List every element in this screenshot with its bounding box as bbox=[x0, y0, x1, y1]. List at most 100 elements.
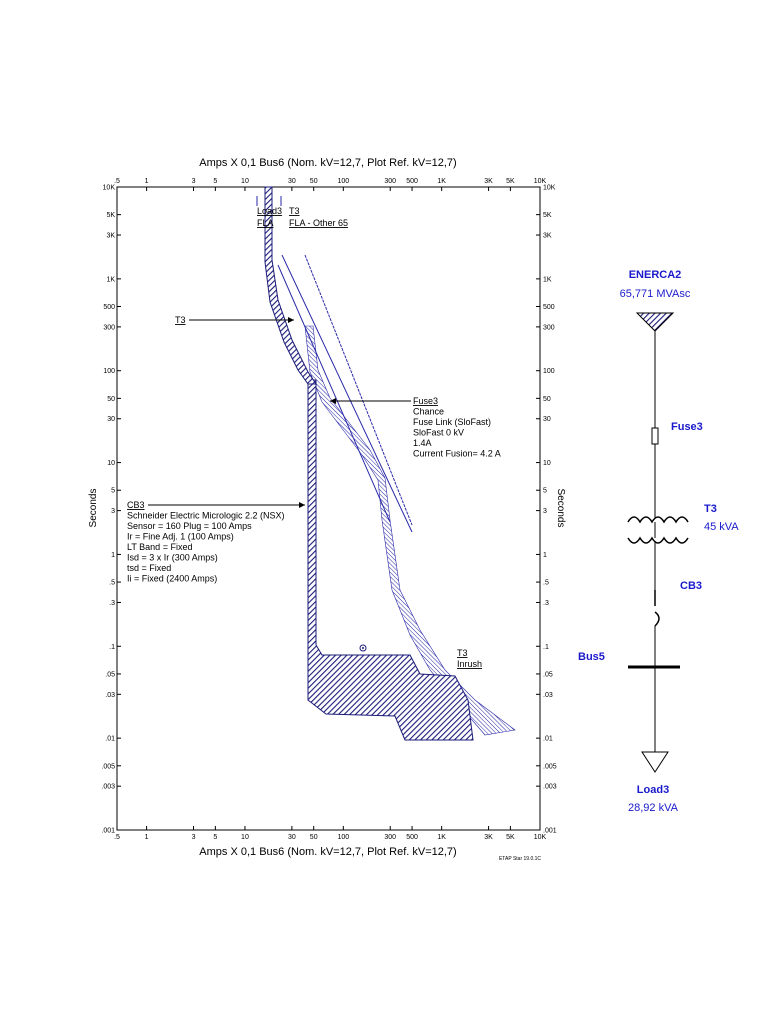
annotation-line: Isd = 3 x Ir (300 Amps) bbox=[127, 553, 218, 563]
x-tick-label: 10K bbox=[534, 834, 547, 841]
x-tick-label: 50 bbox=[310, 834, 318, 841]
y-tick-label: 100 bbox=[543, 368, 555, 375]
y-tick-label: 5 bbox=[111, 488, 115, 495]
y-tick-label: 1 bbox=[111, 552, 115, 559]
annotation: Load3 bbox=[257, 206, 282, 216]
y-tick-label: .05 bbox=[543, 671, 553, 678]
x-tick-label: 10 bbox=[241, 834, 249, 841]
annotation: T3 bbox=[175, 315, 186, 325]
transformer-rating: 45 kVA bbox=[704, 521, 739, 533]
y-tick-label: 3K bbox=[106, 233, 115, 240]
y-tick-label: .001 bbox=[543, 828, 557, 835]
annotation-line: Ir = Fine Adj. 1 (100 Amps) bbox=[127, 532, 234, 542]
x-tick-label: 10K bbox=[534, 178, 547, 185]
y-tick-label: 1K bbox=[543, 276, 552, 283]
y-axis-label: Seconds bbox=[555, 489, 566, 528]
y-tick-label: .3 bbox=[543, 600, 549, 607]
x-tick-label: .5 bbox=[114, 834, 120, 841]
source-name: ENERCA2 bbox=[629, 269, 682, 281]
annotation-line: Sensor = 160 Plug = 100 Amps bbox=[127, 521, 252, 531]
annotation-line: LT Band = Fixed bbox=[127, 542, 192, 552]
x-tick-label: 1K bbox=[437, 178, 446, 185]
plot-frame bbox=[116, 186, 541, 831]
x-tick-label: 3 bbox=[192, 834, 196, 841]
x-tick-label: 3K bbox=[484, 178, 493, 185]
y-axis-label: Seconds bbox=[88, 489, 99, 528]
y-tick-label: .005 bbox=[543, 763, 557, 770]
y-tick-label: 50 bbox=[543, 396, 551, 403]
annotation-line: 1.4A bbox=[413, 438, 432, 448]
y-tick-label: 300 bbox=[543, 324, 555, 331]
x-tick-label: 1K bbox=[437, 834, 446, 841]
annotation: T3 bbox=[289, 206, 300, 216]
y-tick-label: .3 bbox=[109, 600, 115, 607]
x-tick-label: 500 bbox=[406, 834, 418, 841]
source-rating: 65,771 MVAsc bbox=[620, 288, 691, 300]
y-tick-label: .5 bbox=[543, 580, 549, 587]
y-tick-label: 10 bbox=[107, 460, 115, 467]
x-tick-label: 5K bbox=[506, 178, 515, 185]
annotation: FLA bbox=[257, 218, 274, 228]
y-tick-label: 300 bbox=[103, 324, 115, 331]
y-tick-label: 3 bbox=[111, 508, 115, 515]
x-tick-label: 1 bbox=[145, 178, 149, 185]
x-tick-label: 1 bbox=[145, 834, 149, 841]
x-tick-label: 300 bbox=[384, 834, 396, 841]
annotation: FLA - Other 65 bbox=[289, 218, 348, 228]
footer: ETAP Star 19.0.1C bbox=[499, 856, 541, 862]
x-tick-label: 5 bbox=[213, 834, 217, 841]
y-tick-label: .001 bbox=[101, 828, 115, 835]
y-tick-label: 100 bbox=[103, 368, 115, 375]
y-tick-label: .01 bbox=[543, 736, 553, 743]
x-tick-label: 300 bbox=[384, 178, 396, 185]
x-tick-label: 3 bbox=[192, 178, 196, 185]
annotation-line: Fuse Link (SloFast) bbox=[413, 417, 491, 427]
one-line-diagram bbox=[627, 312, 689, 773]
y-tick-label: 3K bbox=[543, 233, 552, 240]
x-tick-label: 100 bbox=[337, 178, 349, 185]
annotation-line: Schneider Electric Micrologic 2.2 (NSX) bbox=[127, 511, 285, 521]
y-tick-label: .1 bbox=[543, 644, 549, 651]
annotation: Inrush bbox=[457, 659, 482, 669]
y-tick-label: .01 bbox=[105, 736, 115, 743]
y-tick-label: .003 bbox=[101, 784, 115, 791]
y-tick-label: 10K bbox=[543, 185, 556, 192]
annotation-line: CB3 bbox=[127, 500, 145, 510]
plot-title-bottom: Amps X 0,1 Bus6 (Nom. kV=12,7, Plot Ref.… bbox=[199, 846, 456, 858]
y-tick-label: 5 bbox=[543, 488, 547, 495]
fuse-label: Fuse3 bbox=[671, 421, 703, 433]
y-tick-label: 30 bbox=[543, 416, 551, 423]
y-tick-label: .03 bbox=[543, 692, 553, 699]
bus-label: Bus5 bbox=[578, 651, 605, 663]
y-tick-label: 10 bbox=[543, 460, 551, 467]
curves bbox=[148, 186, 516, 741]
x-tick-label: 30 bbox=[288, 178, 296, 185]
x-tick-label: 50 bbox=[310, 178, 318, 185]
y-tick-label: .03 bbox=[105, 692, 115, 699]
annotation-line: Ii = Fixed (2400 Amps) bbox=[127, 574, 217, 584]
y-tick-label: 3 bbox=[543, 508, 547, 515]
y-tick-label: 1 bbox=[543, 552, 547, 559]
y-tick-label: 30 bbox=[107, 416, 115, 423]
y-tick-label: .5 bbox=[109, 580, 115, 587]
breaker-label: CB3 bbox=[680, 580, 702, 592]
y-tick-label: 10K bbox=[103, 185, 116, 192]
transformer-name: T3 bbox=[704, 503, 717, 515]
y-tick-label: 5K bbox=[106, 212, 115, 219]
annotation-line: tsd = Fixed bbox=[127, 563, 171, 573]
x-tick-label: .5 bbox=[114, 178, 120, 185]
y-tick-label: 1K bbox=[106, 276, 115, 283]
annotation: T3 bbox=[457, 648, 468, 658]
annotation-line: Chance bbox=[413, 407, 444, 417]
y-tick-label: .1 bbox=[109, 644, 115, 651]
plot-title-top: Amps X 0,1 Bus6 (Nom. kV=12,7, Plot Ref.… bbox=[199, 157, 456, 169]
y-tick-label: .003 bbox=[543, 784, 557, 791]
load-name: Load3 bbox=[637, 784, 669, 796]
y-tick-label: 50 bbox=[107, 396, 115, 403]
y-tick-label: 500 bbox=[543, 304, 555, 311]
x-tick-label: 30 bbox=[288, 834, 296, 841]
x-tick-label: 5 bbox=[213, 178, 217, 185]
